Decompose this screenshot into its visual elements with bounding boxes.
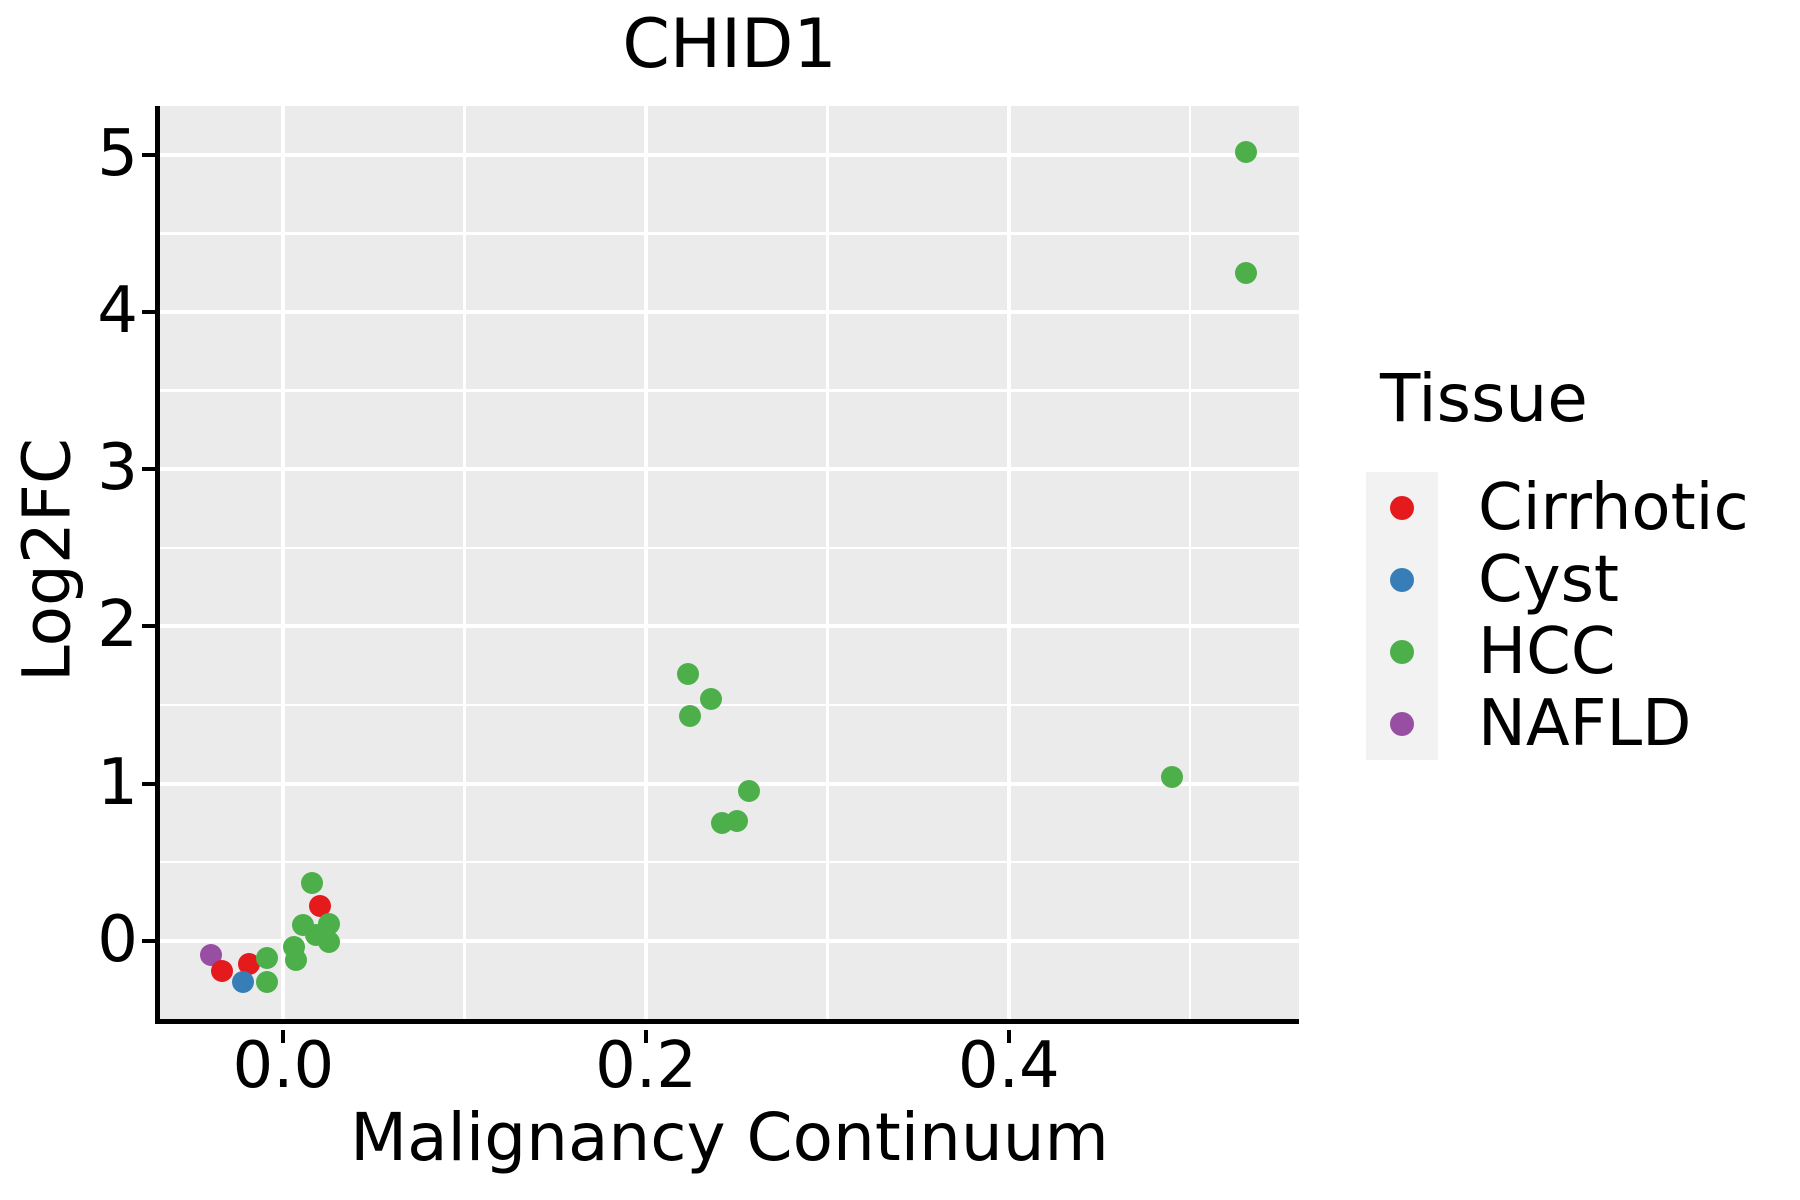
scatter-point-cirrhotic [210, 959, 233, 982]
legend-key-box [1366, 688, 1438, 760]
scatter-point-hcc [256, 970, 278, 993]
legend-item-label: NAFLD [1478, 687, 1692, 761]
scatter-point-hcc [1161, 766, 1184, 789]
legend-dot-cyst [1390, 568, 1414, 592]
x-tick-mark [644, 1030, 649, 1043]
x-minor-gridline [826, 106, 829, 1021]
x-major-gridline [1006, 106, 1011, 1021]
x-minor-gridline [1188, 106, 1192, 1021]
x-axis-label: Malignancy Continuum [350, 1099, 1109, 1176]
y-tick-mark [142, 938, 155, 943]
y-major-gridline [160, 938, 1299, 943]
y-tick-mark [142, 781, 155, 786]
y-major-gridline [160, 624, 1299, 629]
x-tick-label: 0.0 [232, 1029, 335, 1103]
legend-item-cyst: Cyst [1366, 544, 1749, 616]
scatter-point-cirrhotic [308, 895, 331, 918]
scatter-point-hcc [678, 705, 701, 727]
x-tick-label: 0.4 [957, 1029, 1060, 1103]
x-minor-gridline [463, 106, 466, 1021]
plot-panel [160, 106, 1299, 1021]
legend-title: Tissue [1380, 360, 1588, 437]
y-axis-line [155, 106, 160, 1024]
scatter-point-hcc [738, 780, 761, 803]
plot-title: CHID1 [622, 5, 837, 84]
x-axis-line [155, 1019, 1299, 1024]
scatter-point-hcc [700, 687, 723, 710]
legend-item-label: HCC [1478, 615, 1616, 689]
y-tick-label: 0 [97, 902, 138, 977]
scatter-point-hcc [676, 662, 699, 685]
scatter-point-hcc [725, 810, 748, 833]
legend-key-box [1366, 544, 1438, 616]
y-tick-mark [142, 152, 155, 157]
x-tick-mark [281, 1030, 286, 1043]
scatter-point-hcc [317, 912, 340, 935]
legend-item-label: Cyst [1478, 543, 1619, 617]
x-major-gridline [644, 106, 649, 1021]
scatter-point-hcc [317, 931, 340, 954]
legend-dot-hcc [1390, 640, 1414, 664]
x-major-gridline [281, 106, 286, 1021]
legend-dot-cirrhotic [1390, 496, 1414, 520]
legend-dot-nafld [1390, 712, 1414, 736]
scatter-point-hcc [1235, 261, 1258, 284]
y-minor-gridline [160, 232, 1299, 235]
scatter-point-hcc [256, 947, 278, 970]
y-major-gridline [160, 781, 1299, 786]
scatter-point-hcc [301, 871, 324, 894]
y-minor-gridline [160, 389, 1299, 392]
legend-entries: Cirrhotic Cyst HCC NAFLD [1366, 472, 1749, 760]
legend: Tissue Cirrhotic Cyst HCC NAFLD [1366, 366, 1749, 760]
y-tick-label: 1 [97, 745, 138, 820]
legend-item-cirrhotic: Cirrhotic [1366, 472, 1749, 544]
y-major-gridline [160, 467, 1299, 472]
y-minor-gridline [160, 546, 1299, 550]
y-tick-label: 3 [97, 431, 138, 506]
x-tick-label: 0.2 [595, 1029, 697, 1103]
y-tick-label: 5 [97, 116, 138, 191]
y-minor-gridline [160, 703, 1299, 707]
y-tick-label: 4 [97, 273, 138, 348]
legend-key-box [1366, 472, 1438, 544]
scatter-point-cyst [232, 970, 255, 993]
scatter-point-cirrhotic [237, 953, 260, 976]
x-tick-mark [1006, 1030, 1011, 1043]
y-tick-mark [142, 467, 155, 472]
scatter-point-hcc [285, 948, 308, 971]
y-major-gridline [160, 152, 1299, 157]
y-tick-label: 2 [97, 588, 138, 663]
y-tick-mark [142, 624, 155, 629]
legend-item-nafld: NAFLD [1366, 688, 1749, 760]
y-tick-mark [142, 309, 155, 314]
legend-item-label: Cirrhotic [1478, 471, 1749, 545]
legend-key-box [1366, 616, 1438, 688]
y-major-gridline [160, 309, 1299, 314]
scatter-point-hcc [1235, 140, 1258, 163]
y-minor-gridline [160, 860, 1299, 864]
legend-item-hcc: HCC [1366, 616, 1749, 688]
